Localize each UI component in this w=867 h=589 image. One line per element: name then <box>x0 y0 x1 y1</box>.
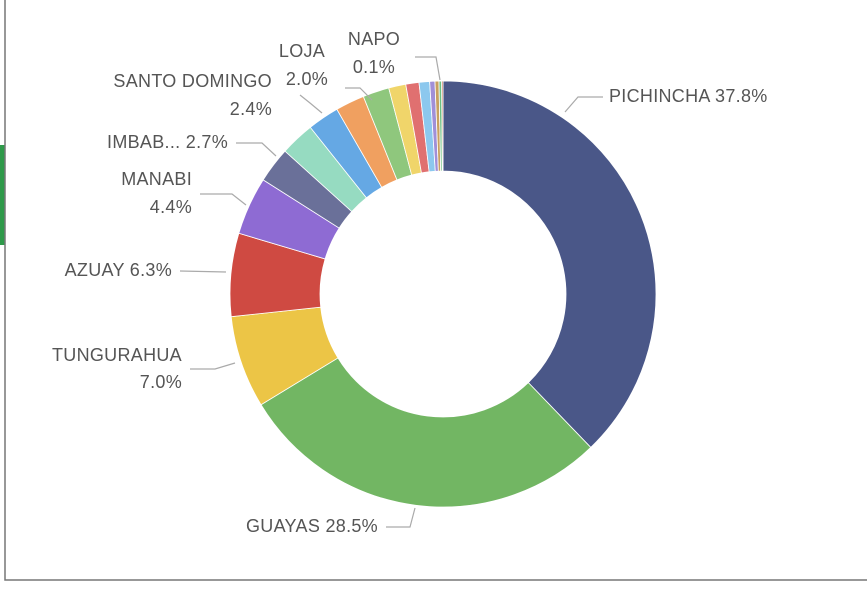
value-label: 4.4% <box>150 197 192 217</box>
value-label: 2.7% <box>186 132 228 152</box>
leader-line <box>386 507 416 528</box>
value-label: 37.8% <box>715 86 768 106</box>
category: NAPO <box>348 29 400 49</box>
category: SANTO DOMINGO <box>113 71 272 91</box>
slice-label: GUAYAS 28.5% <box>246 516 378 536</box>
leader-line <box>200 193 247 206</box>
slice <box>260 357 592 508</box>
donut <box>229 80 657 508</box>
slice <box>441 80 444 172</box>
value-label: 2.4% <box>230 99 272 119</box>
leader-line <box>345 87 373 101</box>
slice-label: IMBAB... 2.7% <box>107 132 228 152</box>
category: TUNGURAHUA <box>52 345 182 365</box>
value-label: 2.0% <box>286 69 328 89</box>
leader-line <box>179 270 227 273</box>
leader-line <box>299 94 323 114</box>
leader-line <box>236 142 277 157</box>
category: LOJA <box>279 41 325 61</box>
side-tab <box>0 145 5 245</box>
category: GUAYAS <box>246 516 320 536</box>
slice <box>442 80 657 448</box>
leader-lines <box>179 56 603 528</box>
leader-line <box>415 56 441 81</box>
value-label: 7.0% <box>140 372 182 392</box>
slice-label: PICHINCHA 37.8% <box>609 86 768 106</box>
category: MANABI <box>121 169 192 189</box>
category: IMBAB... <box>107 132 180 152</box>
value-label: 6.3% <box>130 260 172 280</box>
category: AZUAY <box>65 260 125 280</box>
value-label: 28.5% <box>325 516 378 536</box>
frame <box>4 0 867 581</box>
leader-line <box>564 96 603 113</box>
slice-label: AZUAY 6.3% <box>65 260 172 280</box>
value-label: 0.1% <box>353 57 395 77</box>
category: PICHINCHA <box>609 86 710 106</box>
leader-line <box>190 362 236 370</box>
